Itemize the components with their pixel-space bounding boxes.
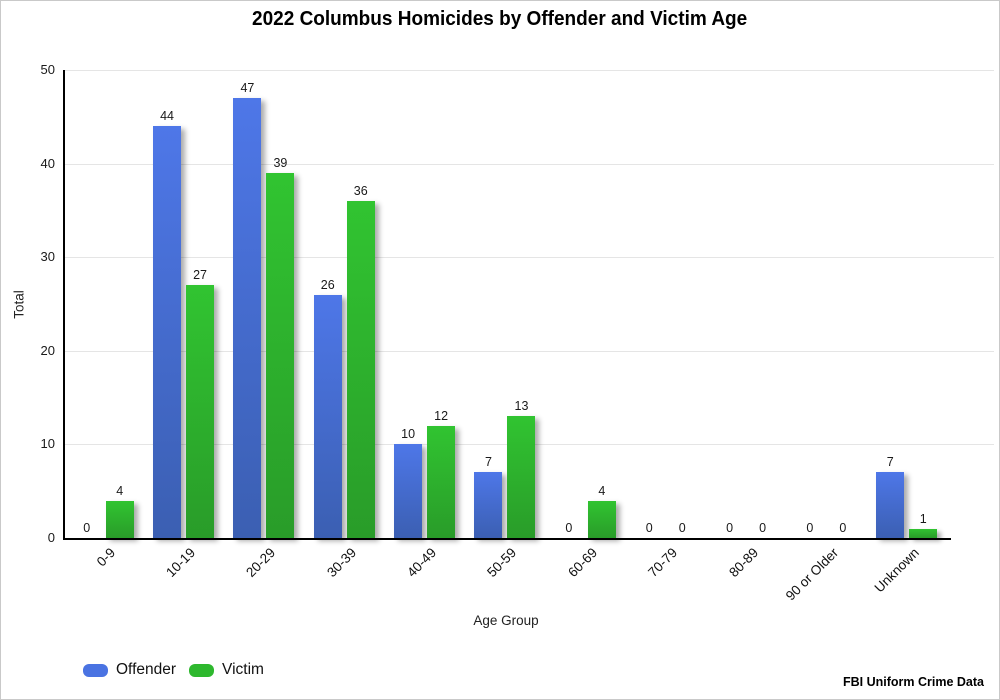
x-tick-label: 70-79 <box>645 545 681 581</box>
y-tick-label: 0 <box>47 530 55 545</box>
bar-offender[interactable]: 7 <box>876 455 905 538</box>
legend-item-victim[interactable]: Victim <box>189 661 264 679</box>
bar-offender[interactable]: 47 <box>233 81 262 538</box>
value-label: 0 <box>645 521 653 535</box>
bar-group: 10 12 <box>384 70 464 538</box>
x-axis-line <box>63 538 951 540</box>
bar-offender[interactable]: 44 <box>153 109 182 538</box>
bar-group: 47 39 <box>224 70 304 538</box>
x-tick-label: 60-69 <box>564 545 600 581</box>
value-label: 7 <box>484 455 492 469</box>
legend-label-victim: Victim <box>222 661 264 678</box>
value-label: 10 <box>401 427 416 441</box>
bar-group: 26 36 <box>304 70 384 538</box>
y-axis-line <box>63 70 65 540</box>
x-tick-label: 0-9 <box>93 545 118 570</box>
x-tick-label: 30-39 <box>323 545 359 581</box>
y-tick-label: 10 <box>40 436 55 452</box>
y-tick-label: 40 <box>40 155 55 171</box>
x-tick-label: 90 or Older <box>782 545 842 604</box>
bar-victim[interactable]: 39 <box>266 156 295 538</box>
value-label: 0 <box>83 521 91 535</box>
bar-victim[interactable]: 36 <box>346 184 375 538</box>
chart-title-text: 2022 Columbus Homicides by Offender and … <box>252 8 748 30</box>
bar-group: 7 13 <box>465 70 545 538</box>
gridline <box>63 257 994 259</box>
gridline <box>63 350 994 352</box>
value-label: 0 <box>839 521 847 535</box>
value-label: 44 <box>160 109 174 123</box>
bar-offender[interactable]: 26 <box>313 278 342 538</box>
value-label: 12 <box>434 409 449 423</box>
value-label: 39 <box>273 156 288 170</box>
value-label: 0 <box>678 521 686 535</box>
x-tick-label: 20-29 <box>243 545 279 581</box>
bars-layer: 0 4 44 27 47 39 26 36 10 12 7 13 0 4 0 0 0 0 0 0 7 1 <box>63 70 947 538</box>
x-tick-label: 40-49 <box>404 545 440 581</box>
value-label: 7 <box>886 455 894 469</box>
value-label: 0 <box>806 521 814 535</box>
value-label: 26 <box>320 278 335 292</box>
x-tick-label: 10-19 <box>163 545 199 581</box>
value-label: 0 <box>759 521 767 535</box>
bar-offender[interactable]: 7 <box>474 455 503 538</box>
bar-victim[interactable]: 4 <box>105 484 134 538</box>
value-label: 4 <box>598 484 606 498</box>
legend-item-offender[interactable]: Offender <box>83 661 176 679</box>
bar-victim[interactable]: 13 <box>507 399 536 538</box>
bar-group: 44 27 <box>143 70 223 538</box>
value-label: 36 <box>353 184 368 198</box>
gridline <box>63 70 994 71</box>
gridline <box>63 163 994 165</box>
y-tick-label: 30 <box>40 249 55 265</box>
value-label: 27 <box>193 268 207 282</box>
legend: Offender Victim <box>83 661 264 679</box>
value-label: 0 <box>565 521 573 535</box>
x-tick-label: 50-59 <box>484 545 520 581</box>
x-tick-label: 80-89 <box>725 545 761 581</box>
legend-swatch-victim <box>189 663 215 677</box>
value-label: 0 <box>726 521 734 535</box>
bar-victim[interactable]: 4 <box>587 484 616 538</box>
bar-victim[interactable]: 27 <box>186 268 215 538</box>
y-tick-label: 20 <box>40 342 55 358</box>
bar-victim[interactable]: 1 <box>909 512 938 538</box>
legend-label-offender: Offender <box>116 661 177 678</box>
source-note: FBI Uniform Crime Data <box>843 675 984 689</box>
bar-victim[interactable]: 12 <box>427 409 456 538</box>
bar-offender[interactable]: 10 <box>394 427 423 538</box>
y-axis-title: Total <box>11 290 27 319</box>
x-tick-label: Unknown <box>871 545 922 596</box>
value-label: 1 <box>919 512 927 526</box>
value-label: 47 <box>240 81 255 95</box>
value-label: 4 <box>116 484 124 498</box>
legend-swatch-offender <box>83 663 108 677</box>
chart-title: 2022 Columbus Homicides by Offender and … <box>1 8 999 31</box>
x-axis-title: Age Group <box>473 613 539 628</box>
value-label: 13 <box>514 399 529 413</box>
plot-area: 0 4 44 27 47 39 26 36 10 12 7 13 0 4 0 0 0 0 0 0 7 1 <box>63 70 994 538</box>
y-tick-label: 50 <box>40 62 55 77</box>
